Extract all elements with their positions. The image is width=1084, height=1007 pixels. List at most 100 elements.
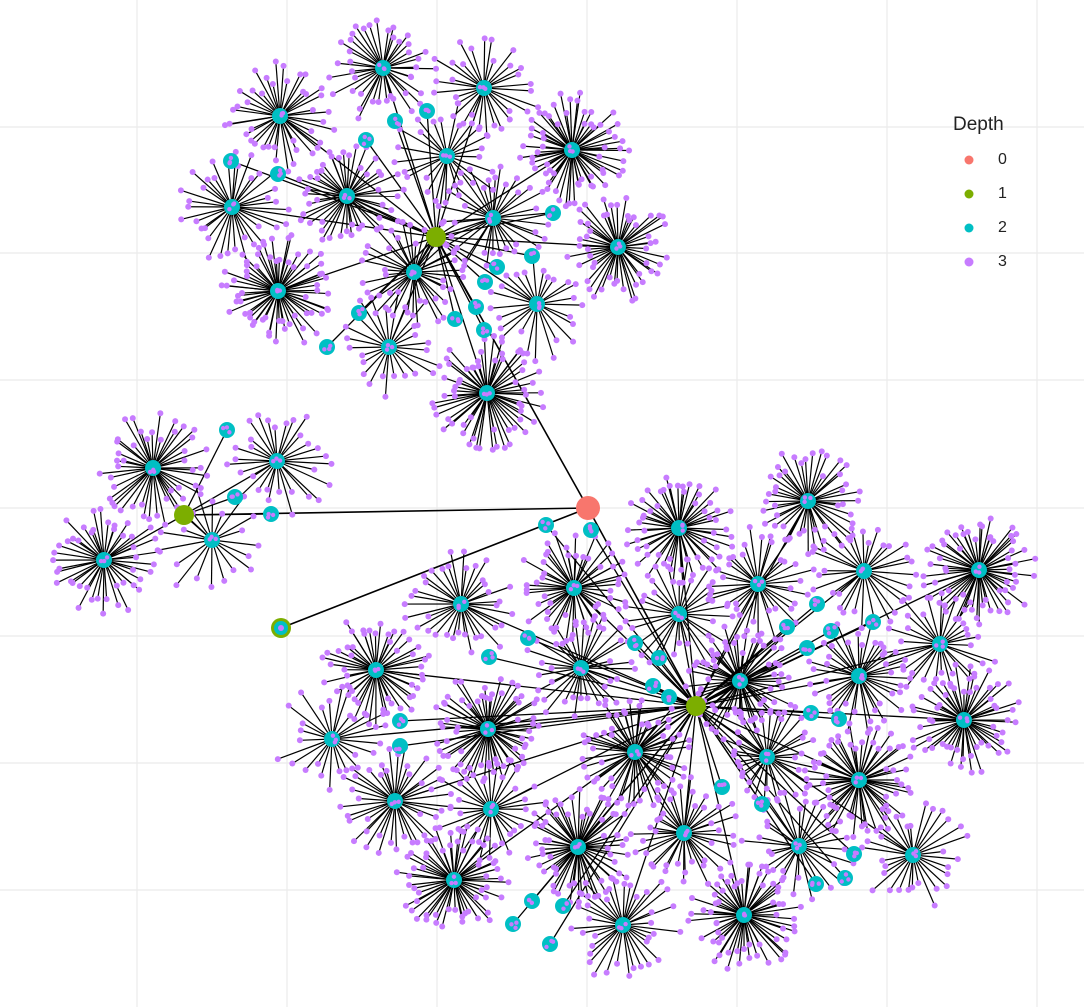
edge [571, 149, 606, 186]
edge [368, 669, 377, 725]
leaf-node [136, 586, 143, 593]
leaf-node [779, 877, 786, 884]
leaf-node [771, 522, 778, 529]
edge [54, 552, 105, 561]
leaf-node [640, 837, 647, 844]
leaf-node [570, 694, 577, 701]
leaf-node [534, 149, 541, 156]
leaf-node [497, 676, 504, 683]
leaf-node [382, 66, 387, 72]
leaf-node [485, 759, 492, 766]
leaf-node [663, 862, 670, 869]
leaf-node [756, 941, 763, 948]
leaf-node [613, 699, 620, 706]
edge [571, 149, 576, 204]
leaf-node [579, 813, 586, 820]
leaf-node [406, 771, 413, 778]
leaf-node [816, 881, 821, 886]
leaf-node [303, 310, 310, 317]
leaf-node [774, 463, 781, 470]
leaf-node [663, 254, 670, 261]
leaf-node [432, 911, 439, 918]
edge [683, 832, 734, 837]
leaf-node [640, 512, 647, 519]
leaf-node [304, 186, 311, 193]
leaf-node [491, 332, 498, 339]
leaf-node [896, 887, 903, 894]
leaf-node [417, 129, 424, 136]
leaf-node [496, 643, 503, 650]
leaf-node [452, 182, 459, 189]
leaf-node [347, 36, 354, 43]
leaf-node [724, 711, 731, 718]
leaf-node [424, 188, 431, 195]
leaf-node [360, 306, 365, 312]
edge [531, 119, 573, 151]
edge [375, 669, 412, 710]
leaf-node [598, 877, 605, 884]
leaf-node [826, 653, 833, 660]
leaf-node [598, 286, 605, 293]
leaf-node [247, 309, 254, 316]
edge [436, 80, 485, 89]
leaf-node [289, 760, 296, 767]
edge [634, 751, 658, 798]
edge [479, 808, 492, 861]
leaf-node [80, 524, 87, 531]
leaf-node [192, 482, 199, 489]
leaf-node [724, 603, 731, 610]
leaf-node [632, 637, 637, 643]
edge [678, 527, 732, 538]
leaf-node [193, 218, 200, 225]
leaf-node [224, 250, 231, 257]
leaf-node [669, 776, 676, 783]
leaf-node [406, 882, 413, 889]
leaf-node [644, 551, 651, 558]
leaf-node [438, 220, 445, 227]
edge [276, 460, 332, 465]
leaf-node [227, 206, 232, 212]
leaf-node [283, 420, 290, 427]
leaf-node [455, 317, 461, 322]
leaf-node [607, 202, 614, 209]
leaf-node [550, 276, 557, 283]
edge [469, 168, 494, 219]
leaf-node [879, 806, 886, 813]
edge [625, 613, 680, 622]
leaf-node [385, 695, 392, 702]
edge [858, 675, 869, 733]
leaf-node [489, 168, 496, 175]
leaf-node [511, 827, 518, 834]
leaf-node [823, 773, 830, 780]
leaf-node [391, 628, 398, 635]
leaf-node [859, 528, 866, 535]
leaf-node [715, 939, 722, 946]
leaf-node [639, 279, 646, 286]
leaf-node [157, 410, 164, 417]
leaf-node [765, 661, 772, 668]
leaf-node [53, 579, 60, 586]
edge [641, 613, 680, 656]
leaf-node [283, 221, 290, 228]
leaf-node [157, 529, 164, 536]
leaf-node [597, 563, 604, 570]
leaf-node [922, 746, 929, 753]
leaf-node [431, 55, 438, 62]
leaf-node [796, 805, 803, 812]
leaf-node [567, 144, 572, 149]
depth2-node [856, 563, 872, 579]
leaf-node [590, 745, 597, 752]
edge [739, 677, 789, 682]
leaf-node [221, 268, 228, 275]
edge [657, 789, 685, 834]
edge [443, 702, 489, 730]
leaf-node [967, 663, 974, 670]
leaf-node [539, 143, 546, 150]
leaf-node [679, 483, 686, 490]
leaf-node [318, 167, 325, 174]
leaf-node [338, 39, 345, 46]
leaf-node [239, 251, 246, 258]
edge [831, 779, 860, 831]
leaf-node [459, 913, 466, 920]
leaf-node [351, 696, 358, 703]
